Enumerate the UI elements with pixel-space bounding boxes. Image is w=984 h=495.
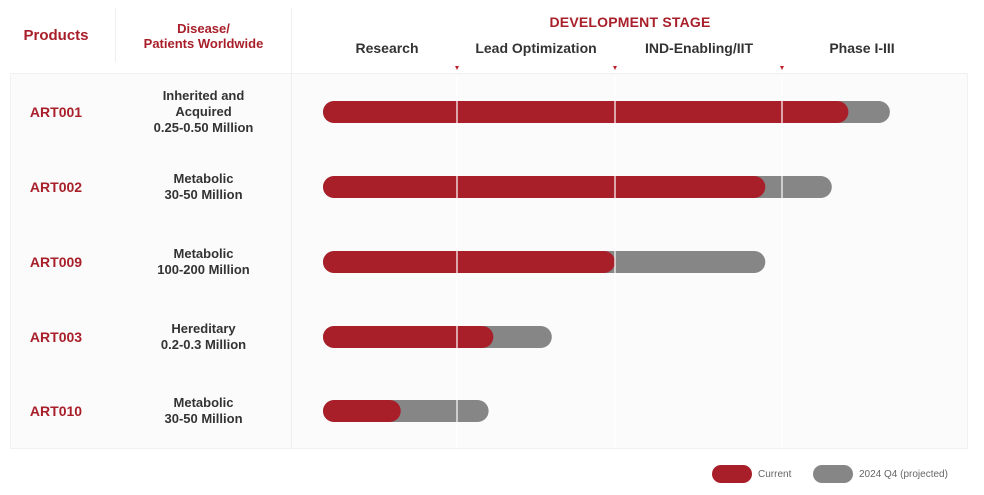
product-name: ART003: [29, 329, 83, 345]
products-header: Products: [23, 27, 89, 44]
disease-info-line: 30-50 Million: [164, 187, 243, 202]
disease-info-line: Hereditary: [171, 321, 236, 336]
stage-marker: [779, 66, 784, 70]
stage-label: Lead Optimization: [475, 40, 597, 56]
disease-info: Metabolic 30-50 Million: [116, 395, 291, 427]
current-bar-art009: [323, 251, 615, 273]
disease-info-line: 0.2-0.3 Million: [160, 337, 247, 352]
disease-info: Metabolic 100-200 Million: [116, 246, 291, 278]
disease-info-line: Inherited and: [162, 88, 245, 103]
disease-header: Disease/ Patients Worldwide: [116, 21, 291, 51]
disease-info-line: 30-50 Million: [164, 411, 243, 426]
disease-header-line2: Patients Worldwide: [143, 36, 264, 51]
current-bar-art003: [323, 326, 494, 348]
disease-info-line: 100-200 Million: [157, 262, 250, 277]
product-name: ART001: [29, 104, 83, 120]
stage-label: Phase I-III: [829, 40, 895, 56]
disease-info-line: Metabolic: [173, 171, 234, 186]
column-divider: [291, 8, 292, 449]
disease-info-line: Acquired: [175, 104, 232, 119]
column-divider: [115, 8, 116, 62]
product-name: ART009: [29, 254, 83, 270]
legend-current-swatch: [712, 465, 752, 483]
development-stage-header: DEVELOPMENT STAGE: [549, 14, 711, 30]
stage-label: IND-Enabling/IIT: [644, 40, 754, 56]
disease-info: Hereditary 0.2-0.3 Million: [116, 321, 291, 353]
disease-info: Metabolic 30-50 Million: [116, 171, 291, 203]
stage-marker: [454, 66, 459, 70]
stage-label: Research: [355, 40, 419, 56]
disease-info-line: 0.25-0.50 Million: [153, 120, 254, 135]
disease-header-line1: Disease/: [177, 21, 230, 36]
disease-info-line: Metabolic: [173, 395, 234, 410]
current-bar-art002: [323, 176, 766, 198]
legend-projected: 2024 Q4 (projected): [813, 465, 948, 483]
current-bar-art001: [323, 101, 849, 123]
legend-current: Current: [712, 465, 791, 483]
product-name: ART010: [29, 403, 83, 419]
disease-info-line: Metabolic: [173, 246, 234, 261]
current-bar-art010: [323, 400, 401, 422]
legend-projected-swatch: [813, 465, 853, 483]
disease-info: Inherited and Acquired 0.25-0.50 Million: [116, 88, 291, 136]
legend-projected-label: 2024 Q4 (projected): [859, 468, 948, 480]
legend-current-label: Current: [758, 468, 792, 480]
product-name: ART002: [29, 179, 83, 195]
stage-marker: [612, 66, 617, 70]
